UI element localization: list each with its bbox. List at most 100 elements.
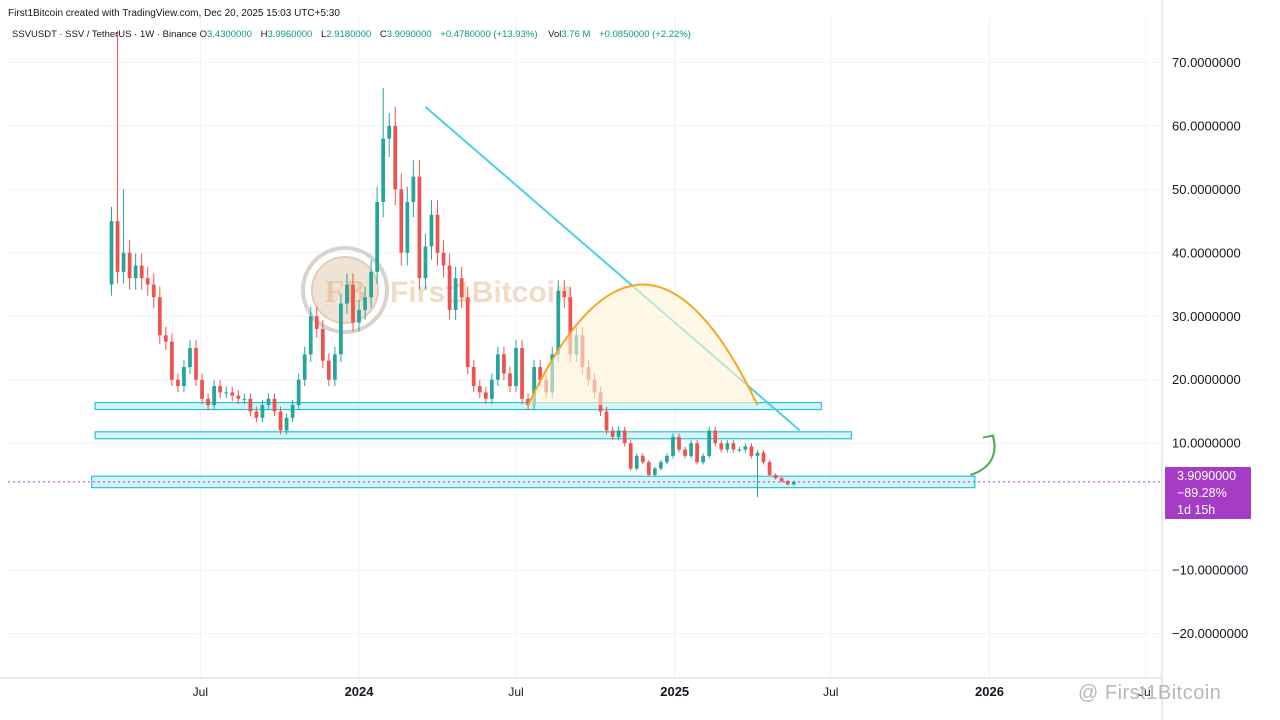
candle-body <box>556 290 561 355</box>
candle-body <box>568 297 573 355</box>
candle-body <box>731 443 736 450</box>
candle-body <box>677 436 681 450</box>
candle-body <box>604 411 609 431</box>
candle-body <box>308 316 313 355</box>
candle-body <box>260 405 265 418</box>
legend-close-label: C <box>379 29 387 40</box>
watermark-coin-outer <box>301 246 389 334</box>
candle-body <box>646 462 651 475</box>
candle-body <box>157 297 162 336</box>
candle-body <box>272 398 277 412</box>
candle-body <box>761 452 766 463</box>
legend-symbol[interactable]: SSVUSDT · SSV / TetherUS · 1W · Binance <box>12 29 197 40</box>
candle-body <box>489 379 494 399</box>
y-tick-label: 70.0000000 <box>1172 55 1241 70</box>
current-price-label: 3.9090000 −89.28% 1d 15h <box>1165 467 1251 519</box>
candle-body <box>447 265 452 310</box>
rounded-top-arc <box>527 283 759 406</box>
candle-body <box>333 354 337 380</box>
candle-body <box>514 348 518 387</box>
candle-body <box>755 452 760 456</box>
candle-body <box>779 478 784 482</box>
candle-body <box>652 468 657 475</box>
candle-body <box>375 202 380 272</box>
legend-high-label: H <box>260 29 268 40</box>
candle-body <box>405 202 410 253</box>
candle-body <box>357 309 361 323</box>
candle-body <box>127 252 132 279</box>
candle-body <box>169 341 174 380</box>
candle-body <box>236 395 241 399</box>
y-tick-label: 30.0000000 <box>1172 309 1241 324</box>
candle-body <box>109 221 114 285</box>
support-zone <box>94 431 853 440</box>
candle-body <box>737 449 742 451</box>
candle-body <box>284 417 289 431</box>
candle-body <box>224 392 229 394</box>
candle-body <box>314 316 319 329</box>
candle-body <box>151 284 156 298</box>
candle-body <box>200 379 204 399</box>
candle-body <box>767 462 772 475</box>
candle-body <box>502 354 506 374</box>
candle-body <box>671 436 675 456</box>
candle-body <box>182 367 186 387</box>
support-zone <box>94 401 822 411</box>
candle-body <box>290 405 295 418</box>
candle-body <box>749 446 754 456</box>
candle-body <box>496 354 500 380</box>
candle-body <box>254 411 259 418</box>
candle-body <box>369 271 373 298</box>
candle-body <box>532 367 536 406</box>
candle-body <box>351 284 355 323</box>
legend-volume-change: +0.0850000 (+2.22%) <box>599 29 691 40</box>
candle-body <box>791 481 796 485</box>
candle-body <box>381 138 386 203</box>
candle-body <box>471 367 476 387</box>
candle-body <box>719 443 724 450</box>
candle-body <box>683 449 687 456</box>
candle-body <box>399 189 404 253</box>
candle-body <box>417 176 422 279</box>
candle-body <box>659 462 663 469</box>
legend-open: 3.4300000 <box>207 29 252 40</box>
candle-body <box>689 443 693 456</box>
candle-body <box>393 125 398 190</box>
legend-volume-label: Vol <box>548 29 562 40</box>
x-tick-label: 2025 <box>660 684 689 699</box>
legend-close: 3.9090000 <box>386 29 432 40</box>
candle-body <box>278 411 283 431</box>
candle-body <box>115 221 120 272</box>
candle-body <box>459 278 464 298</box>
candle-body <box>465 297 470 368</box>
candle-body <box>520 348 524 399</box>
candle-body <box>725 443 730 450</box>
candle-body <box>526 398 530 406</box>
y-tick-label: 60.0000000 <box>1172 118 1241 133</box>
candle-body <box>230 392 235 396</box>
x-tick-label: Jul <box>508 685 523 699</box>
candle-body <box>743 446 748 450</box>
candle-body <box>248 398 253 412</box>
price-change-pct: −89.28% <box>1177 486 1227 500</box>
candle-body <box>634 455 639 469</box>
candle-body <box>121 252 126 272</box>
y-tick-label: 20.0000000 <box>1172 372 1241 387</box>
candle-body <box>411 176 416 203</box>
candle-body <box>363 297 367 310</box>
candle-body <box>163 335 168 342</box>
y-tick-label: −10.0000000 <box>1172 563 1248 578</box>
candle-body <box>302 354 307 380</box>
candle-body <box>616 430 621 437</box>
y-tick-label: 50.0000000 <box>1172 182 1241 197</box>
legend-change: +0.4780000 (+13.93%) <box>440 29 538 40</box>
candle-body <box>622 430 627 444</box>
candle-body <box>665 455 669 463</box>
candle-body <box>133 265 138 279</box>
candle-body <box>339 303 343 355</box>
y-tick-label: −20.0000000 <box>1172 626 1248 641</box>
candle-body <box>345 284 349 304</box>
grid-lines <box>8 18 1162 678</box>
candle-body <box>387 125 392 139</box>
